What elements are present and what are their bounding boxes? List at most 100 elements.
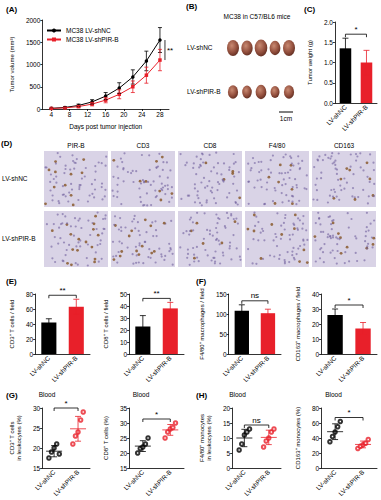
svg-text:100: 100 bbox=[216, 311, 227, 318]
svg-text:(D): (D) bbox=[1, 139, 12, 148]
svg-text:Blood: Blood bbox=[325, 391, 342, 398]
svg-text:20: 20 bbox=[33, 445, 41, 452]
svg-text:LV-shNC: LV-shNC bbox=[221, 354, 244, 377]
svg-text:0: 0 bbox=[223, 351, 227, 358]
svg-text:LV-shPIR-B: LV-shPIR-B bbox=[187, 88, 220, 95]
svg-text:CD163: CD163 bbox=[334, 142, 355, 149]
svg-text:20: 20 bbox=[312, 450, 320, 457]
svg-text:F4/80: F4/80 bbox=[269, 142, 286, 149]
svg-text:LV-shNC: LV-shNC bbox=[187, 44, 213, 51]
svg-text:2000: 2000 bbox=[26, 17, 41, 24]
svg-text:20: 20 bbox=[223, 405, 231, 412]
svg-text:(F): (F) bbox=[196, 277, 207, 286]
svg-text:12: 12 bbox=[84, 111, 92, 118]
svg-text:20: 20 bbox=[120, 327, 128, 334]
svg-text:LV-shNC: LV-shNC bbox=[34, 468, 57, 491]
svg-text:24: 24 bbox=[138, 111, 146, 118]
svg-text:LV-shPIR-B: LV-shPIR-B bbox=[144, 355, 173, 384]
svg-text:0: 0 bbox=[124, 351, 128, 358]
svg-text:CD8⁺ T cells / field: CD8⁺ T cells / field bbox=[103, 300, 109, 349]
svg-text:10: 10 bbox=[223, 435, 231, 442]
svg-text:CD3⁺ T cells / field: CD3⁺ T cells / field bbox=[9, 300, 15, 349]
svg-text:CD163⁺ macrophages / field: CD163⁺ macrophages / field bbox=[295, 287, 301, 362]
svg-text:40: 40 bbox=[26, 321, 34, 328]
svg-text:20: 20 bbox=[120, 111, 128, 118]
svg-text:60: 60 bbox=[26, 306, 34, 313]
svg-text:LV-shPIR-B: LV-shPIR-B bbox=[340, 104, 369, 133]
svg-text:1cm: 1cm bbox=[280, 115, 292, 122]
svg-text:5: 5 bbox=[227, 450, 231, 457]
svg-text:LV-shNC: LV-shNC bbox=[224, 468, 247, 491]
svg-text:40: 40 bbox=[120, 303, 128, 310]
svg-text:30: 30 bbox=[33, 405, 41, 412]
svg-text:F4/80⁺ monocytes: F4/80⁺ monocytes bbox=[199, 414, 205, 462]
svg-text:15: 15 bbox=[120, 465, 128, 472]
svg-text:16: 16 bbox=[102, 111, 110, 118]
svg-text:LV-shPIR-B: LV-shPIR-B bbox=[242, 355, 271, 384]
svg-text:(A): (A) bbox=[6, 5, 17, 14]
svg-text:**: ** bbox=[167, 46, 173, 55]
svg-text:50: 50 bbox=[120, 291, 128, 298]
svg-text:0: 0 bbox=[37, 106, 41, 113]
svg-text:**: ** bbox=[153, 289, 159, 298]
svg-text:30: 30 bbox=[120, 315, 128, 322]
svg-text:Tumor volume (mm³): Tumor volume (mm³) bbox=[9, 37, 15, 93]
svg-text:(C): (C) bbox=[304, 5, 315, 14]
svg-text:LV-shNC: LV-shNC bbox=[2, 175, 28, 182]
svg-text:*: * bbox=[65, 399, 68, 408]
svg-text:50: 50 bbox=[220, 331, 228, 338]
svg-text:2.0: 2.0 bbox=[324, 19, 333, 26]
svg-text:1.0: 1.0 bbox=[324, 59, 333, 66]
svg-text:*: * bbox=[354, 25, 357, 34]
svg-text:(H): (H) bbox=[196, 391, 207, 400]
svg-text:Tumor weight (g): Tumor weight (g) bbox=[307, 40, 313, 85]
svg-text:4: 4 bbox=[50, 111, 54, 118]
svg-text:35: 35 bbox=[120, 405, 128, 412]
svg-text:LV-shPIR-B: LV-shPIR-B bbox=[50, 355, 79, 384]
svg-text:**: ** bbox=[59, 286, 65, 295]
svg-text:LV-shNC: LV-shNC bbox=[315, 468, 338, 491]
svg-text:(G): (G) bbox=[6, 391, 18, 400]
svg-text:20: 20 bbox=[120, 450, 128, 457]
svg-text:25: 25 bbox=[120, 435, 128, 442]
svg-text:LV-shPIR-B: LV-shPIR-B bbox=[144, 469, 173, 498]
svg-text:20: 20 bbox=[312, 321, 320, 328]
svg-text:MC38 LV-shNC: MC38 LV-shNC bbox=[66, 27, 111, 34]
svg-text:LV-shPIR-B: LV-shPIR-B bbox=[337, 469, 366, 498]
svg-text:80: 80 bbox=[26, 291, 34, 298]
svg-text:CD3: CD3 bbox=[136, 142, 149, 149]
svg-text:ns: ns bbox=[252, 416, 260, 425]
svg-text:F4/80⁺ macrophages / field: F4/80⁺ macrophages / field bbox=[199, 288, 205, 359]
svg-text:CD8⁺ T cells (%): CD8⁺ T cells (%) bbox=[103, 416, 109, 460]
svg-text:40: 40 bbox=[312, 435, 320, 442]
svg-text:30: 30 bbox=[120, 420, 128, 427]
svg-text:150: 150 bbox=[216, 291, 227, 298]
svg-text:CD163⁺ monocytes (%): CD163⁺ monocytes (%) bbox=[295, 407, 301, 469]
svg-text:10: 10 bbox=[120, 339, 128, 346]
svg-text:ns: ns bbox=[251, 291, 259, 300]
svg-text:*: * bbox=[348, 296, 351, 305]
svg-text:(E): (E) bbox=[6, 277, 17, 286]
svg-text:0.0: 0.0 bbox=[324, 100, 333, 107]
svg-text:1.5: 1.5 bbox=[324, 39, 333, 46]
svg-text:0: 0 bbox=[316, 351, 320, 358]
svg-text:LV-shPIR-B: LV-shPIR-B bbox=[243, 469, 272, 498]
svg-text:MC38 in C57/BL6 mice: MC38 in C57/BL6 mice bbox=[224, 13, 291, 20]
svg-text:Blood: Blood bbox=[39, 391, 56, 398]
svg-text:0: 0 bbox=[227, 465, 231, 472]
svg-text:CD3⁺ T cells: CD3⁺ T cells bbox=[9, 422, 15, 455]
svg-text:60: 60 bbox=[312, 420, 320, 427]
svg-text:LV-shNC: LV-shNC bbox=[122, 468, 145, 491]
svg-text:MC38 LV-shPIR-B: MC38 LV-shPIR-B bbox=[66, 36, 119, 43]
svg-text:*: * bbox=[155, 410, 158, 419]
svg-text:LV-shPIR-B: LV-shPIR-B bbox=[337, 355, 366, 384]
svg-text:10: 10 bbox=[312, 336, 320, 343]
svg-text:40: 40 bbox=[312, 291, 320, 298]
svg-text:15: 15 bbox=[33, 465, 41, 472]
svg-text:LV-shPIR-B: LV-shPIR-B bbox=[2, 235, 35, 242]
svg-text:LV-shNC: LV-shNC bbox=[122, 354, 145, 377]
svg-text:Days post tumor injection: Days post tumor injection bbox=[69, 123, 142, 131]
svg-text:1000: 1000 bbox=[26, 61, 41, 68]
svg-text:LV-shNC: LV-shNC bbox=[28, 354, 51, 377]
svg-text:CD8: CD8 bbox=[203, 142, 216, 149]
